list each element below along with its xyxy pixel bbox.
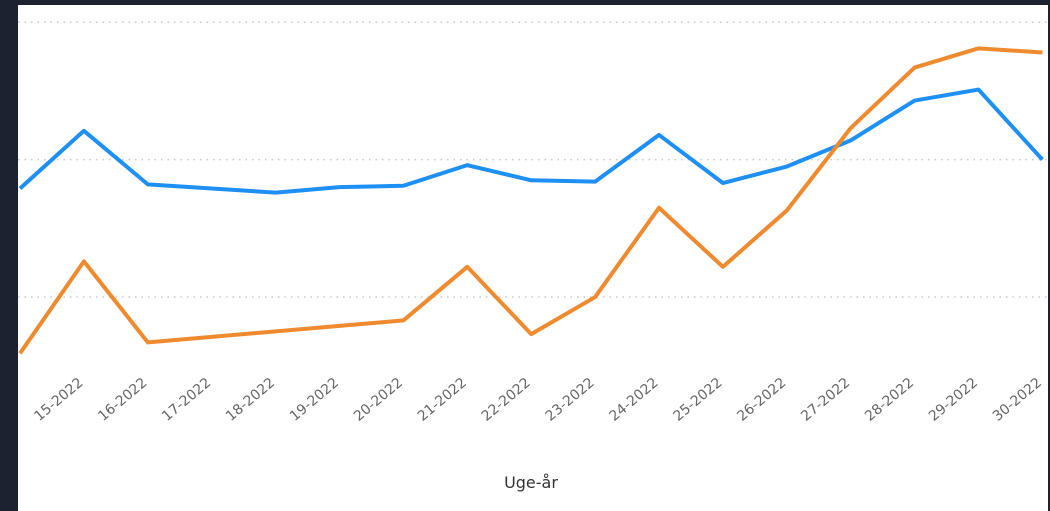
series-line bbox=[18, 87, 1044, 195]
series-line bbox=[18, 46, 1043, 355]
plot-area bbox=[18, 21, 1048, 355]
x-axis-title: Uge-år bbox=[504, 473, 558, 492]
panel bbox=[18, 5, 1048, 511]
